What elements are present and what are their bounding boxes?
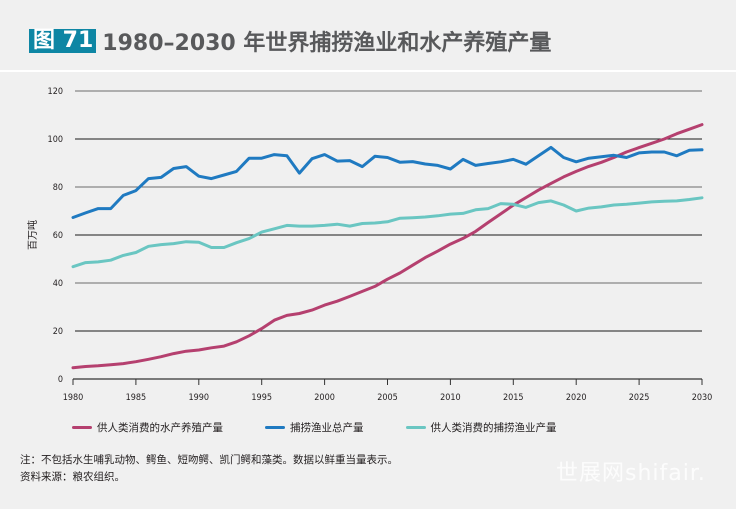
y-axis-ticks: 0 20 40 60 80 100 120 — [48, 87, 63, 385]
legend-label-capture-total: 捕捞渔业总产量 — [290, 422, 364, 434]
y-tick-label: 80 — [53, 183, 63, 193]
series-line-aquaculture-food — [71, 123, 704, 370]
watermark: 世展网shifair. — [556, 461, 706, 486]
x-tick-label: 1980 — [63, 393, 84, 403]
chart-legend: 供人类消费的水产养殖产量 捕捞渔业总产量 供人类消费的捕捞渔业产量 — [72, 420, 599, 435]
x-tick-label: 2005 — [377, 393, 398, 403]
x-tick-label: 1995 — [251, 393, 272, 403]
x-tick-label: 2030 — [692, 393, 713, 403]
source-text: 资料来源：粮农组织。 — [20, 471, 125, 483]
legend-swatch-capture-total — [265, 426, 285, 429]
x-tick-label: 1985 — [126, 393, 147, 403]
x-tick-label: 2010 — [440, 393, 461, 403]
legend-label-aquaculture: 供人类消费的水产养殖产量 — [97, 422, 223, 434]
legend-swatch-aquaculture — [72, 426, 92, 429]
x-tick-label: 1990 — [188, 393, 209, 403]
figure-notes: 注：不包括水生哺乳动物、鳄鱼、短吻鳄、凯门鳄和藻类。数据以鲜重当量表示。 资料来… — [20, 452, 398, 486]
header-divider — [0, 70, 736, 72]
gridlines — [75, 90, 702, 332]
x-tick-label: 2000 — [314, 393, 335, 403]
series-line-capture-total — [71, 145, 704, 219]
line-chart: 0 20 40 60 80 100 120 1980 1985 1990 1995 2000 2005… — [26, 87, 713, 403]
y-tick-label: 20 — [53, 327, 63, 337]
legend-label-capture-food: 供人类消费的捕捞渔业产量 — [430, 422, 557, 434]
x-axis: 1980 1985 1990 1995 2000 2005 2010 2015 2020 2025… — [63, 378, 713, 403]
figure-title: 1980–2030 年世界捕捞渔业和水产养殖产量 — [102, 31, 552, 56]
note-text: 注：不包括水生哺乳动物、鳄鱼、短吻鳄、凯门鳄和藻类。数据以鲜重当量表示。 — [20, 454, 398, 466]
y-tick-label: 120 — [48, 87, 63, 97]
x-tick-label: 2020 — [566, 393, 587, 403]
x-tick-label: 2015 — [503, 393, 524, 403]
figure-number-badge: 图 71 — [29, 29, 97, 53]
y-tick-label: 0 — [58, 375, 63, 385]
series-line-capture-food — [71, 196, 704, 269]
legend-item-aquaculture: 供人类消费的水产养殖产量 — [72, 420, 223, 435]
series-lines — [71, 123, 704, 370]
y-axis-label: 百万吨 — [26, 220, 39, 250]
y-tick-label: 40 — [53, 279, 63, 289]
legend-item-capture-total: 捕捞渔业总产量 — [265, 420, 364, 435]
y-tick-label: 60 — [53, 231, 63, 241]
legend-swatch-capture-food — [405, 426, 426, 429]
y-tick-label: 100 — [48, 135, 63, 145]
legend-item-capture-food: 供人类消费的捕捞渔业产量 — [405, 420, 557, 435]
x-tick-label: 2025 — [629, 393, 650, 403]
figure-header: 图 71 1980–2030 年世界捕捞渔业和水产养殖产量 — [29, 29, 551, 56]
